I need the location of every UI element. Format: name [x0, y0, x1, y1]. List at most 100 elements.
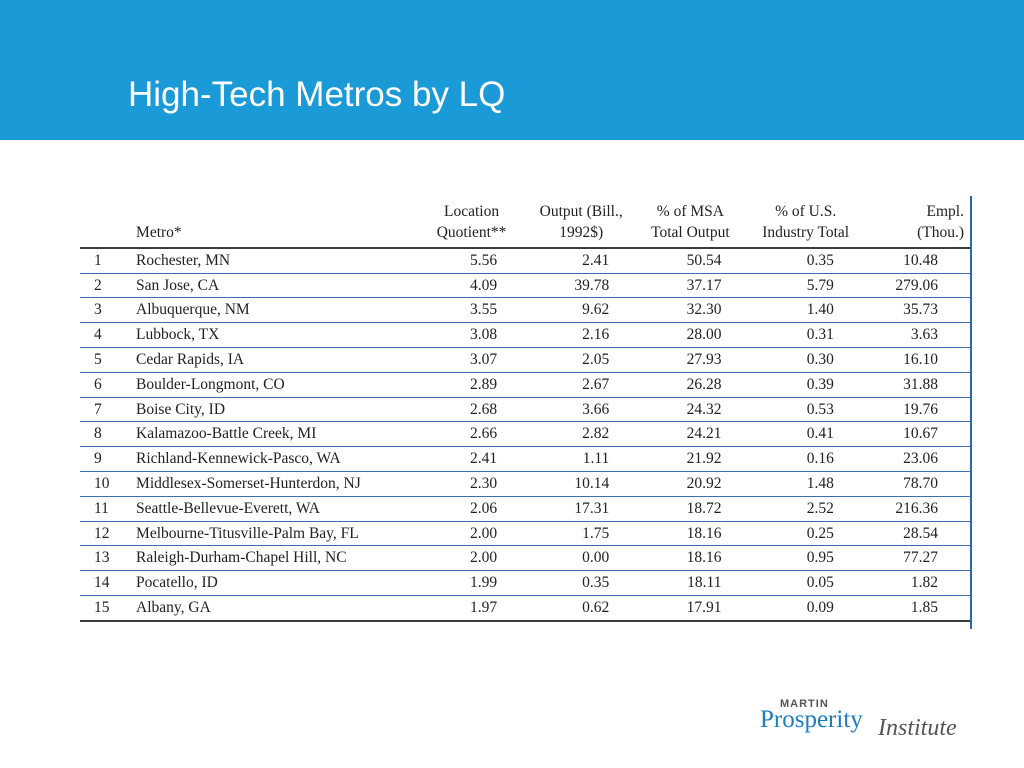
cell-lq: 2.00: [418, 521, 526, 547]
table-row: 4 Lubbock, TX 3.08 2.16 28.00 0.31 3.63: [80, 322, 970, 349]
cell-empl: 23.06: [867, 446, 970, 473]
cell-metro: Albuquerque, NM: [130, 297, 419, 324]
cell-pct-us: 0.16: [743, 446, 868, 473]
cell-output: 0.62: [525, 595, 638, 622]
cell-output: 2.67: [525, 372, 638, 398]
cell-empl: 78.70: [867, 471, 970, 497]
header-output-line2: 1992$): [559, 223, 604, 241]
cell-empl: 16.10: [867, 347, 970, 373]
cell-pct-us: 0.41: [743, 421, 868, 448]
header-pct-msa-line1: % of MSA: [656, 203, 724, 220]
table-row: 7 Boise City, ID 2.68 3.66 24.32 0.53 19…: [80, 397, 970, 423]
cell-pct-us: 0.95: [743, 545, 868, 572]
table-right-rule: [970, 196, 972, 629]
cell-empl: 1.82: [867, 570, 970, 596]
header-pct-msa-line2: Total Output: [651, 223, 730, 241]
cell-pct-msa: 28.00: [637, 322, 744, 349]
cell-pct-us: 5.79: [743, 273, 868, 299]
cell-pct-msa: 18.16: [637, 545, 744, 572]
cell-pct-us: 0.31: [743, 322, 868, 349]
cell-pct-us: 1.40: [743, 297, 868, 324]
cell-empl: 31.88: [867, 372, 970, 398]
cell-pct-us: 0.05: [743, 570, 868, 596]
cell-rank: 2: [80, 273, 131, 299]
cell-metro: Lubbock, TX: [130, 322, 419, 349]
header-metro: Metro*: [130, 196, 419, 249]
cell-output: 1.75: [525, 521, 638, 547]
cell-lq: 1.97: [418, 595, 526, 622]
cell-output: 17.31: [525, 496, 638, 522]
cell-metro: Kalamazoo-Battle Creek, MI: [130, 421, 419, 448]
cell-pct-msa: 21.92: [637, 446, 744, 473]
cell-pct-us: 0.53: [743, 397, 868, 423]
header-lq-line1: Location: [444, 203, 500, 220]
cell-lq: 2.30: [418, 471, 526, 497]
cell-output: 2.16: [525, 322, 638, 349]
cell-rank: 12: [80, 521, 131, 547]
cell-rank: 4: [80, 322, 131, 349]
header-pct-us: % of U.S. Industry Total: [743, 196, 868, 249]
cell-pct-us: 0.30: [743, 347, 868, 373]
table-row: 6 Boulder-Longmont, CO 2.89 2.67 26.28 0…: [80, 372, 970, 398]
cell-output: 10.14: [525, 471, 638, 497]
table-row: 5 Cedar Rapids, IA 3.07 2.05 27.93 0.30 …: [80, 347, 970, 373]
header-output-line1: Output (Bill.,: [539, 203, 623, 220]
cell-empl: 35.73: [867, 297, 970, 324]
cell-pct-msa: 50.54: [637, 247, 744, 274]
cell-pct-msa: 20.92: [637, 471, 744, 497]
cell-rank: 10: [80, 471, 131, 497]
header-output: Output (Bill., 1992$): [525, 196, 638, 249]
table-row: 3 Albuquerque, NM 3.55 9.62 32.30 1.40 3…: [80, 297, 970, 324]
cell-empl: 279.06: [867, 273, 970, 299]
cell-rank: 5: [80, 347, 131, 373]
cell-metro: Middlesex-Somerset-Hunterdon, NJ: [130, 471, 419, 497]
cell-pct-us: 0.39: [743, 372, 868, 398]
cell-lq: 3.55: [418, 297, 526, 324]
cell-metro: Pocatello, ID: [130, 570, 419, 596]
cell-rank: 9: [80, 446, 131, 473]
cell-metro: Richland-Kennewick-Pasco, WA: [130, 446, 419, 473]
header-employment: Empl. (Thou.): [867, 196, 970, 249]
cell-pct-msa: 18.11: [637, 570, 744, 596]
cell-pct-us: 1.48: [743, 471, 868, 497]
metro-table: Metro* Location Quotient** Output (Bill.…: [80, 196, 970, 622]
logo-institute-text: Institute: [878, 715, 957, 741]
cell-pct-msa: 37.17: [637, 273, 744, 299]
cell-empl: 1.85: [867, 595, 970, 622]
cell-pct-msa: 18.16: [637, 521, 744, 547]
cell-empl: 216.36: [867, 496, 970, 522]
cell-empl: 77.27: [867, 545, 970, 572]
cell-empl: 3.63: [867, 322, 970, 349]
cell-empl: 19.76: [867, 397, 970, 423]
cell-output: 0.35: [525, 570, 638, 596]
header-empl-line1: Empl.: [926, 203, 964, 220]
cell-lq: 2.00: [418, 545, 526, 572]
cell-lq: 2.66: [418, 421, 526, 448]
cell-pct-us: 0.25: [743, 521, 868, 547]
cell-pct-msa: 27.93: [637, 347, 744, 373]
table-row: 13 Raleigh-Durham-Chapel Hill, NC 2.00 0…: [80, 545, 970, 572]
cell-pct-us: 0.35: [743, 247, 868, 274]
cell-output: 9.62: [525, 297, 638, 324]
header-band: [0, 0, 1024, 140]
cell-empl: 28.54: [867, 521, 970, 547]
cell-lq: 5.56: [418, 247, 526, 274]
cell-rank: 14: [80, 570, 131, 596]
cell-metro: Seattle-Bellevue-Everett, WA: [130, 496, 419, 522]
table-body: 1 Rochester, MN 5.56 2.41 50.54 0.35 10.…: [80, 247, 970, 622]
cell-metro: Melbourne-Titusville-Palm Bay, FL: [130, 521, 419, 547]
cell-rank: 13: [80, 545, 131, 572]
table-row: 1 Rochester, MN 5.56 2.41 50.54 0.35 10.…: [80, 247, 970, 274]
slide-title: High-Tech Metros by LQ: [128, 75, 506, 114]
cell-output: 2.82: [525, 421, 638, 448]
table-row: 10 Middlesex-Somerset-Hunterdon, NJ 2.30…: [80, 471, 970, 497]
cell-metro: San Jose, CA: [130, 273, 419, 299]
cell-metro: Albany, GA: [130, 595, 419, 622]
table-row: 15 Albany, GA 1.97 0.62 17.91 0.09 1.85: [80, 595, 970, 622]
table-row: 14 Pocatello, ID 1.99 0.35 18.11 0.05 1.…: [80, 570, 970, 596]
header-pct-us-line2: Industry Total: [762, 223, 850, 241]
cell-metro: Cedar Rapids, IA: [130, 347, 419, 373]
header-lq-line2: Quotient**: [436, 223, 507, 241]
cell-output: 2.41: [525, 247, 638, 274]
cell-lq: 2.41: [418, 446, 526, 473]
